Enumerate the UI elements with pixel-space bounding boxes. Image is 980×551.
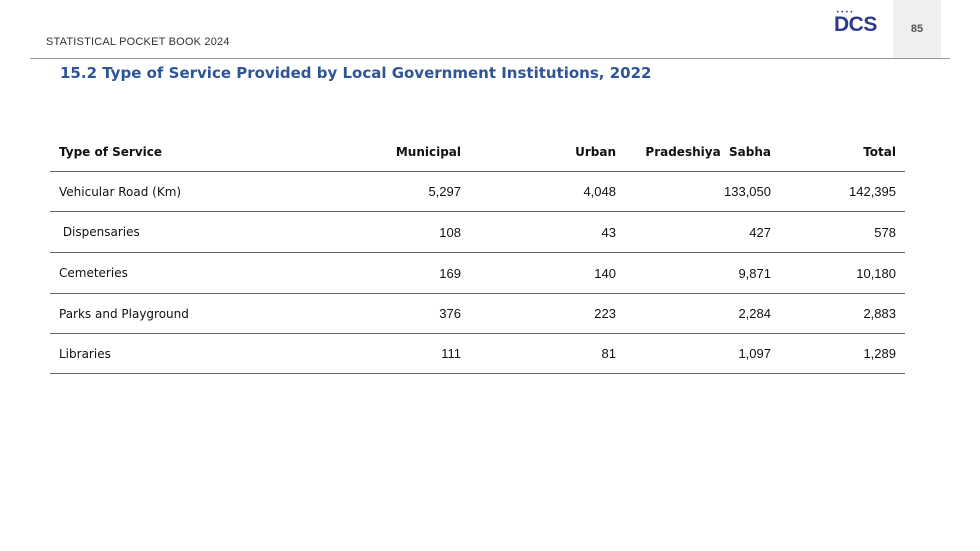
cell-pradeshiya-sabha: 9,871 xyxy=(625,252,780,294)
cell-service: Dispensaries xyxy=(50,211,330,253)
table-row: Dispensaries 108 43 427 578 xyxy=(50,211,905,253)
cell-service: Vehicular Road (Km) xyxy=(50,171,330,212)
cell-pradeshiya-sabha: 2,284 xyxy=(625,293,780,334)
cell-service: Libraries xyxy=(50,333,330,374)
cell-urban: 4,048 xyxy=(470,171,625,212)
logo-dots: •••• xyxy=(836,9,855,16)
service-table: Type of Service Municipal Urban Pradeshi… xyxy=(50,132,905,374)
logo-text: DCS xyxy=(834,13,877,36)
table-row: Libraries 111 81 1,097 1,289 xyxy=(50,333,905,374)
cell-pradeshiya-sabha: 1,097 xyxy=(625,333,780,374)
header-pradeshiya-sabha: Pradeshiya Sabha xyxy=(625,132,780,172)
header-urban: Urban xyxy=(470,132,625,172)
cell-urban: 140 xyxy=(470,252,625,294)
table-row: Parks and Playground 376 223 2,284 2,883 xyxy=(50,293,905,334)
dcs-logo: •••• DCS xyxy=(834,9,880,39)
cell-municipal: 111 xyxy=(330,333,470,374)
cell-urban: 81 xyxy=(470,333,625,374)
cell-municipal: 169 xyxy=(330,252,470,294)
cell-service: Parks and Playground xyxy=(50,293,330,334)
cell-total: 10,180 xyxy=(780,252,905,294)
cell-total: 142,395 xyxy=(780,171,905,212)
cell-municipal: 5,297 xyxy=(330,171,470,212)
cell-urban: 43 xyxy=(470,211,625,253)
cell-pradeshiya-sabha: 427 xyxy=(625,211,780,253)
cell-pradeshiya-sabha: 133,050 xyxy=(625,171,780,212)
cell-service: Cemeteries xyxy=(50,252,330,294)
book-title: STATISTICAL POCKET BOOK 2024 xyxy=(46,36,230,48)
cell-total: 578 xyxy=(780,211,905,253)
cell-municipal: 108 xyxy=(330,211,470,253)
page-number: 85 xyxy=(910,23,924,35)
cell-municipal: 376 xyxy=(330,293,470,334)
section-title: 15.2 Type of Service Provided by Local G… xyxy=(60,64,652,82)
page-number-box: 85 xyxy=(893,0,941,58)
cell-urban: 223 xyxy=(470,293,625,334)
table-header-row: Type of Service Municipal Urban Pradeshi… xyxy=(50,132,905,172)
header-type-of-service: Type of Service xyxy=(50,132,330,172)
header-divider xyxy=(30,58,950,59)
cell-total: 2,883 xyxy=(780,293,905,334)
header-municipal: Municipal xyxy=(330,132,470,172)
table-row: Vehicular Road (Km) 5,297 4,048 133,050 … xyxy=(50,171,905,212)
header-total: Total xyxy=(780,132,905,172)
table-row: Cemeteries 169 140 9,871 10,180 xyxy=(50,252,905,294)
cell-total: 1,289 xyxy=(780,333,905,374)
